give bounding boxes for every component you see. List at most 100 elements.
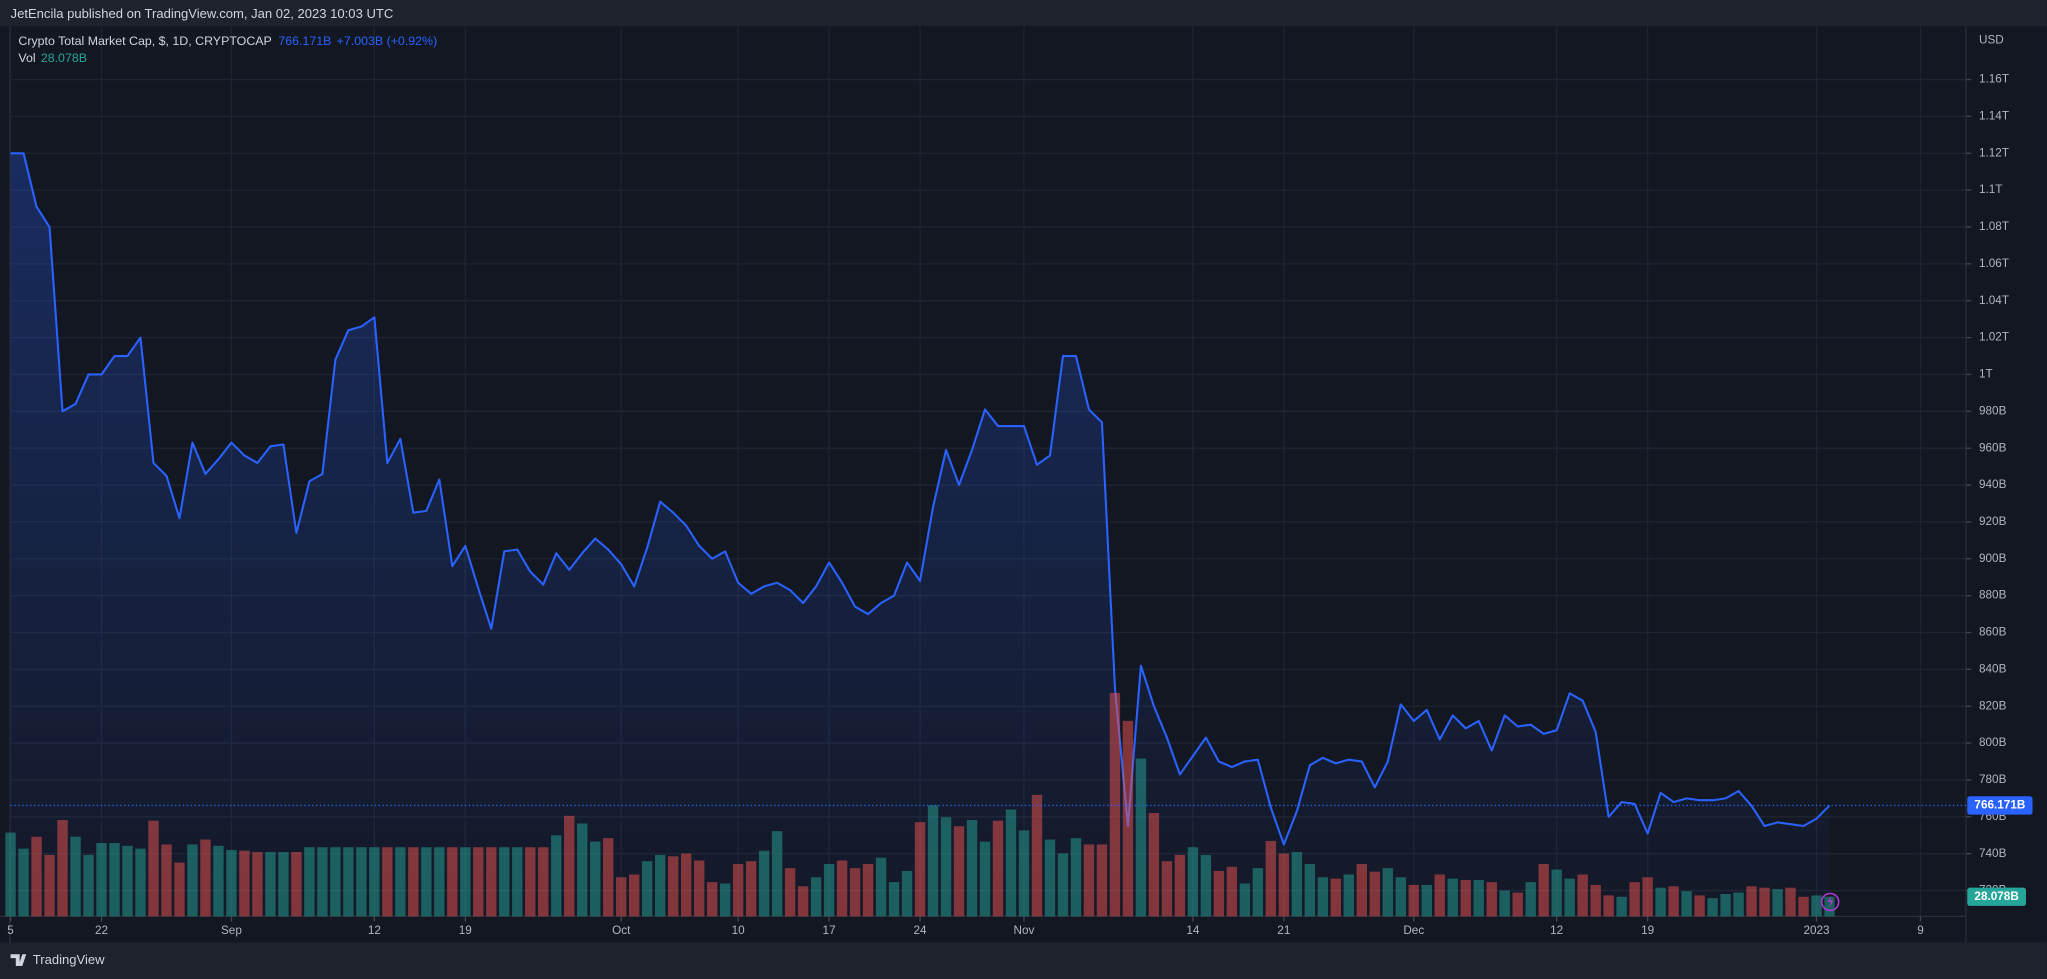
volume-bar bbox=[1642, 877, 1653, 917]
volume-bar bbox=[979, 841, 991, 917]
volume-bar bbox=[603, 838, 614, 917]
volume-bar bbox=[551, 835, 562, 917]
volume-bar bbox=[1070, 838, 1082, 917]
x-tick-label: 24 bbox=[914, 924, 928, 937]
volume-bar bbox=[1746, 886, 1757, 917]
volume-bar bbox=[148, 820, 159, 917]
x-tick-label: 17 bbox=[823, 924, 836, 937]
y-tick-label: 840B bbox=[1979, 662, 2007, 675]
volume-bar bbox=[797, 886, 809, 917]
legend: Crypto Total Market Cap, $, 1D, CRYPTOCA… bbox=[18, 34, 437, 65]
volume-bar bbox=[758, 850, 770, 917]
volume-bar bbox=[317, 847, 328, 917]
volume-bar bbox=[200, 839, 211, 917]
volume-bar bbox=[1018, 830, 1030, 917]
volume-bar bbox=[1720, 894, 1731, 917]
volume-bar bbox=[538, 847, 549, 917]
lightning-icon[interactable] bbox=[1820, 892, 1840, 912]
volume-bar bbox=[369, 847, 380, 917]
volume-bar bbox=[161, 844, 172, 917]
volume-bar bbox=[810, 877, 822, 917]
volume-bar bbox=[291, 852, 302, 917]
volume-bar bbox=[1057, 853, 1069, 917]
last-price-box bbox=[1967, 796, 2033, 815]
price-area bbox=[10, 153, 1830, 917]
volume-bar bbox=[57, 819, 68, 917]
volume-bar bbox=[408, 847, 419, 917]
x-tick-label: Nov bbox=[1014, 924, 1035, 937]
volume-bar bbox=[1096, 844, 1108, 917]
volume-bar bbox=[1759, 887, 1770, 917]
volume-bar bbox=[1785, 887, 1796, 917]
volume-bar bbox=[512, 847, 523, 917]
volume-bar bbox=[849, 868, 861, 917]
legend-change: +7.003B (+0.92%) bbox=[337, 34, 438, 48]
volume-bar bbox=[1356, 863, 1367, 917]
y-tick-label: 1.04T bbox=[1979, 294, 2009, 307]
volume-bar bbox=[1668, 886, 1679, 917]
volume-bar bbox=[836, 860, 848, 917]
volume-bar bbox=[1655, 887, 1666, 917]
volume-bar bbox=[888, 882, 900, 917]
icon-circle[interactable] bbox=[1820, 892, 1840, 912]
x-tick-label: Sep bbox=[221, 924, 242, 937]
volume-bar bbox=[642, 861, 653, 917]
legend-value: 766.171B bbox=[278, 34, 331, 48]
volume-bar bbox=[1733, 892, 1744, 917]
price-line bbox=[10, 152, 1831, 846]
volume-bar bbox=[1135, 758, 1147, 917]
plot bbox=[5, 152, 1966, 917]
volume-bar bbox=[525, 847, 536, 917]
volume-bar bbox=[330, 847, 341, 917]
y-tick-label: 1T bbox=[1979, 368, 1993, 381]
y-tick-label: 960B bbox=[1979, 441, 2007, 454]
volume-bar bbox=[1005, 809, 1017, 917]
volume-bar bbox=[1317, 877, 1329, 917]
volume-bar bbox=[304, 847, 315, 917]
volume-bar bbox=[654, 854, 666, 917]
volume-bar bbox=[1447, 878, 1458, 917]
y-tick-label: 740B bbox=[1979, 847, 2007, 860]
x-tick-label: 14 bbox=[1186, 924, 1200, 937]
volume-bar bbox=[1421, 884, 1432, 917]
volume-bar bbox=[135, 848, 146, 917]
icon-bolt[interactable] bbox=[1827, 895, 1834, 908]
volume-bar bbox=[395, 847, 406, 917]
volume-bar bbox=[1460, 880, 1471, 917]
volume-bar bbox=[1343, 874, 1354, 917]
y-tick-label: 880B bbox=[1979, 589, 2007, 602]
header-bar bbox=[0, 0, 2047, 27]
volume-bar bbox=[1187, 847, 1199, 917]
volume-bar bbox=[96, 843, 107, 917]
volume-bar bbox=[356, 847, 367, 917]
volume-bar bbox=[1174, 854, 1186, 917]
volume-bar bbox=[1291, 852, 1303, 917]
volume-bar bbox=[473, 847, 484, 917]
volume-bar bbox=[1304, 863, 1316, 917]
volume-bar bbox=[1122, 720, 1134, 917]
volume-bar bbox=[1499, 890, 1510, 917]
volume-bar bbox=[667, 856, 679, 917]
x-tick-label: 19 bbox=[459, 924, 472, 937]
volume-bar bbox=[1473, 880, 1484, 917]
volume-bar bbox=[1512, 892, 1523, 917]
volume-bar bbox=[1798, 896, 1809, 917]
x-tick-label: 5 bbox=[7, 924, 14, 937]
volume-bar bbox=[719, 883, 731, 917]
volume-bar bbox=[1044, 839, 1056, 917]
footer-bar bbox=[0, 942, 2047, 979]
volume-bar bbox=[226, 850, 237, 917]
volume-bar bbox=[1772, 889, 1783, 917]
last-price-label: 766.171B bbox=[1974, 799, 2025, 812]
volume-bar bbox=[1213, 870, 1225, 917]
volume-bar bbox=[875, 857, 887, 917]
y-tick-label: 900B bbox=[1979, 552, 2007, 565]
volume-bar bbox=[590, 841, 601, 917]
x-tick-label: Dec bbox=[1403, 924, 1424, 937]
volume-bar bbox=[1616, 896, 1627, 917]
volume-bar bbox=[1265, 840, 1277, 917]
volume-bar bbox=[1200, 854, 1212, 917]
legend-vol-name: Vol bbox=[18, 51, 35, 65]
